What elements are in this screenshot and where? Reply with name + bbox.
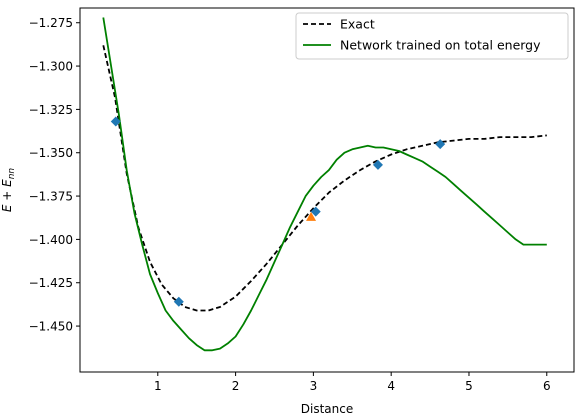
training-point-diamond bbox=[372, 159, 383, 170]
legend-box bbox=[295, 12, 569, 60]
y-tick-label: −1.300 bbox=[29, 60, 73, 74]
legend: Exact Network trained on total energy bbox=[295, 12, 569, 60]
plot-frame bbox=[79, 7, 575, 373]
y-tick-label: −1.450 bbox=[29, 320, 73, 334]
test-point-triangle bbox=[306, 211, 317, 221]
y-tick-label: −1.425 bbox=[29, 276, 73, 290]
training-point-diamond bbox=[310, 206, 321, 217]
y-tick-label: −1.275 bbox=[29, 16, 73, 30]
y-axis-ticks: −1.275 −1.300 −1.325 −1.350 −1.375 −1.400 −1.4… bbox=[29, 16, 80, 334]
legend-label-exact: Exact bbox=[340, 17, 375, 32]
series-layer bbox=[102, 17, 547, 352]
training-point-diamond bbox=[173, 296, 184, 307]
x-tick-label: 3 bbox=[310, 379, 318, 393]
y-tick-label: −1.350 bbox=[29, 146, 73, 160]
x-tick-label: 6 bbox=[543, 379, 551, 393]
x-axis-ticks: 1 2 3 4 5 6 bbox=[154, 372, 551, 393]
series-exact-line bbox=[102, 45, 547, 312]
training-point-diamond bbox=[435, 139, 446, 150]
legend-label-network: Network trained on total energy bbox=[340, 38, 541, 53]
x-axis-label: Distance bbox=[301, 402, 353, 416]
x-tick-label: 4 bbox=[387, 379, 395, 393]
y-tick-label: −1.375 bbox=[29, 190, 73, 204]
series-network-line bbox=[102, 17, 547, 352]
y-tick-label: −1.400 bbox=[29, 233, 73, 247]
training-point-diamond bbox=[110, 116, 121, 127]
x-tick-label: 5 bbox=[465, 379, 473, 393]
y-axis-label: E + Enn bbox=[0, 168, 17, 213]
x-tick-label: 2 bbox=[232, 379, 240, 393]
x-tick-label: 1 bbox=[154, 379, 162, 393]
y-tick-label: −1.325 bbox=[29, 103, 73, 117]
